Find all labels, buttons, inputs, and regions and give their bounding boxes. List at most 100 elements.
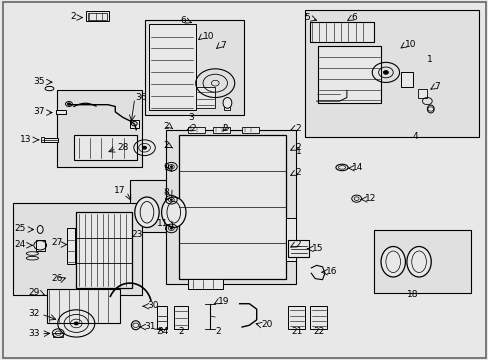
Bar <box>195 87 215 108</box>
Circle shape <box>383 71 387 74</box>
Text: 29: 29 <box>28 288 40 297</box>
Bar <box>66 228 75 264</box>
Bar <box>149 24 195 110</box>
Bar <box>53 333 63 337</box>
Bar <box>157 306 167 329</box>
Text: 10: 10 <box>405 40 416 49</box>
Bar <box>173 306 188 329</box>
Bar <box>310 306 327 329</box>
Text: 30: 30 <box>147 301 158 310</box>
Text: 8: 8 <box>163 188 168 197</box>
Text: 16: 16 <box>326 267 337 276</box>
Text: 4: 4 <box>411 132 417 141</box>
Text: 22: 22 <box>313 327 324 336</box>
Bar <box>188 279 222 289</box>
Ellipse shape <box>223 98 231 108</box>
Text: 23: 23 <box>131 230 142 239</box>
Bar <box>310 22 373 42</box>
Bar <box>288 306 305 329</box>
Text: 17: 17 <box>113 186 125 195</box>
Bar <box>88 13 107 20</box>
Text: 7: 7 <box>434 82 440 91</box>
Ellipse shape <box>26 252 39 255</box>
Bar <box>42 138 58 141</box>
Text: 10: 10 <box>203 32 214 41</box>
Circle shape <box>74 322 78 325</box>
Bar <box>373 230 470 293</box>
Bar <box>285 218 295 261</box>
Bar <box>130 180 190 232</box>
Circle shape <box>142 146 146 149</box>
Text: 2: 2 <box>163 122 168 131</box>
Text: 12: 12 <box>365 194 376 203</box>
Bar <box>400 72 412 87</box>
Text: 18: 18 <box>406 289 418 298</box>
Bar <box>86 12 109 22</box>
Ellipse shape <box>37 226 43 233</box>
Text: 34: 34 <box>157 327 168 336</box>
Ellipse shape <box>45 86 54 91</box>
Text: 26: 26 <box>52 274 63 283</box>
Ellipse shape <box>338 166 345 169</box>
Bar <box>305 10 478 137</box>
Ellipse shape <box>411 251 426 273</box>
Ellipse shape <box>135 197 159 228</box>
Bar <box>144 21 244 116</box>
Bar <box>13 203 142 295</box>
Text: 2: 2 <box>163 141 168 150</box>
Text: 37: 37 <box>33 107 44 116</box>
Text: 28: 28 <box>118 143 129 152</box>
Text: 2: 2 <box>295 240 301 249</box>
Bar <box>317 45 380 103</box>
Text: 21: 21 <box>291 327 302 336</box>
Text: 25: 25 <box>14 224 26 233</box>
Text: 2: 2 <box>178 327 183 336</box>
Text: 7: 7 <box>220 41 225 50</box>
Text: 2: 2 <box>214 327 220 336</box>
Text: 2: 2 <box>295 168 301 177</box>
Ellipse shape <box>140 202 154 223</box>
Bar <box>212 127 229 134</box>
Ellipse shape <box>131 321 140 330</box>
Ellipse shape <box>380 247 405 277</box>
Bar <box>57 90 142 167</box>
Text: 1: 1 <box>427 55 432 64</box>
Circle shape <box>170 199 172 201</box>
Ellipse shape <box>26 256 39 260</box>
Bar <box>41 137 43 142</box>
Bar <box>74 135 137 160</box>
Text: 5: 5 <box>304 13 310 22</box>
Text: 19: 19 <box>217 297 229 306</box>
Bar <box>166 130 295 284</box>
Circle shape <box>170 228 172 229</box>
Ellipse shape <box>406 247 430 277</box>
Text: 27: 27 <box>52 238 63 247</box>
Ellipse shape <box>335 164 347 171</box>
Text: 9: 9 <box>163 163 168 172</box>
Text: 13: 13 <box>20 135 32 144</box>
Text: 6: 6 <box>180 16 185 25</box>
Circle shape <box>170 166 172 167</box>
Text: 2: 2 <box>295 123 301 132</box>
Ellipse shape <box>161 197 185 228</box>
Text: 31: 31 <box>144 322 156 331</box>
Text: 2: 2 <box>295 143 301 152</box>
Bar <box>56 110 65 114</box>
Text: 6: 6 <box>351 13 357 22</box>
Text: 15: 15 <box>311 244 323 253</box>
Bar <box>223 105 229 110</box>
Text: 36: 36 <box>135 93 146 102</box>
Bar <box>76 212 132 288</box>
Bar <box>178 135 285 279</box>
Ellipse shape <box>385 251 400 273</box>
Ellipse shape <box>427 105 433 113</box>
Ellipse shape <box>166 202 180 223</box>
Circle shape <box>67 103 70 105</box>
Text: 3: 3 <box>187 113 193 122</box>
Text: 20: 20 <box>261 320 272 329</box>
Text: 33: 33 <box>28 329 40 338</box>
Bar <box>242 127 259 134</box>
Text: 1: 1 <box>295 147 301 156</box>
Text: 2: 2 <box>190 123 196 132</box>
Text: 35: 35 <box>33 77 44 86</box>
